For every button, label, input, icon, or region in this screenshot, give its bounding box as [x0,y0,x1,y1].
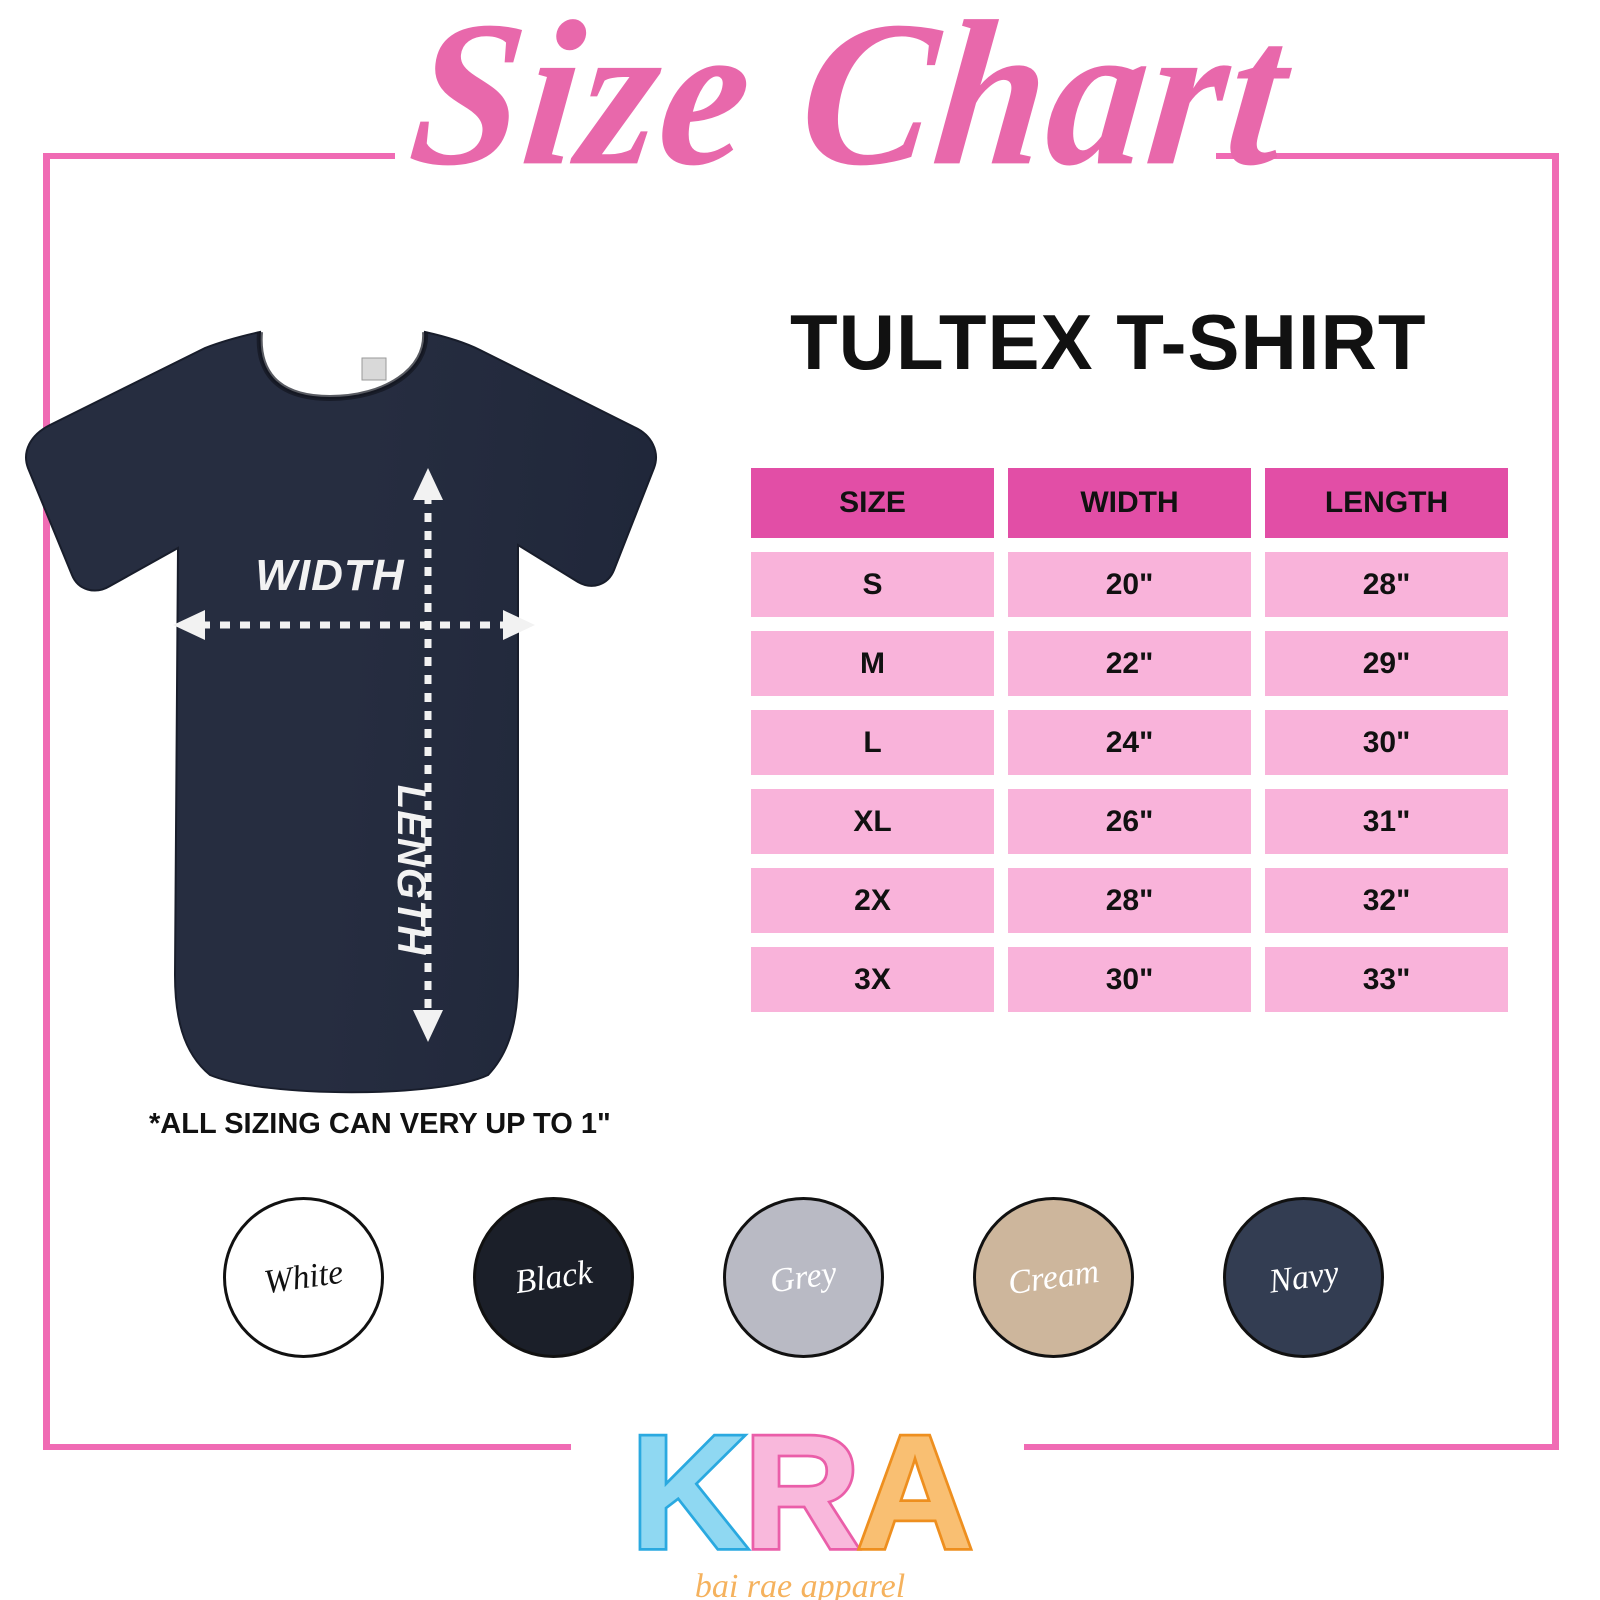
svg-text:WIDTH: WIDTH [255,551,404,600]
svg-text:LENGTH: LENGTH [389,785,433,956]
